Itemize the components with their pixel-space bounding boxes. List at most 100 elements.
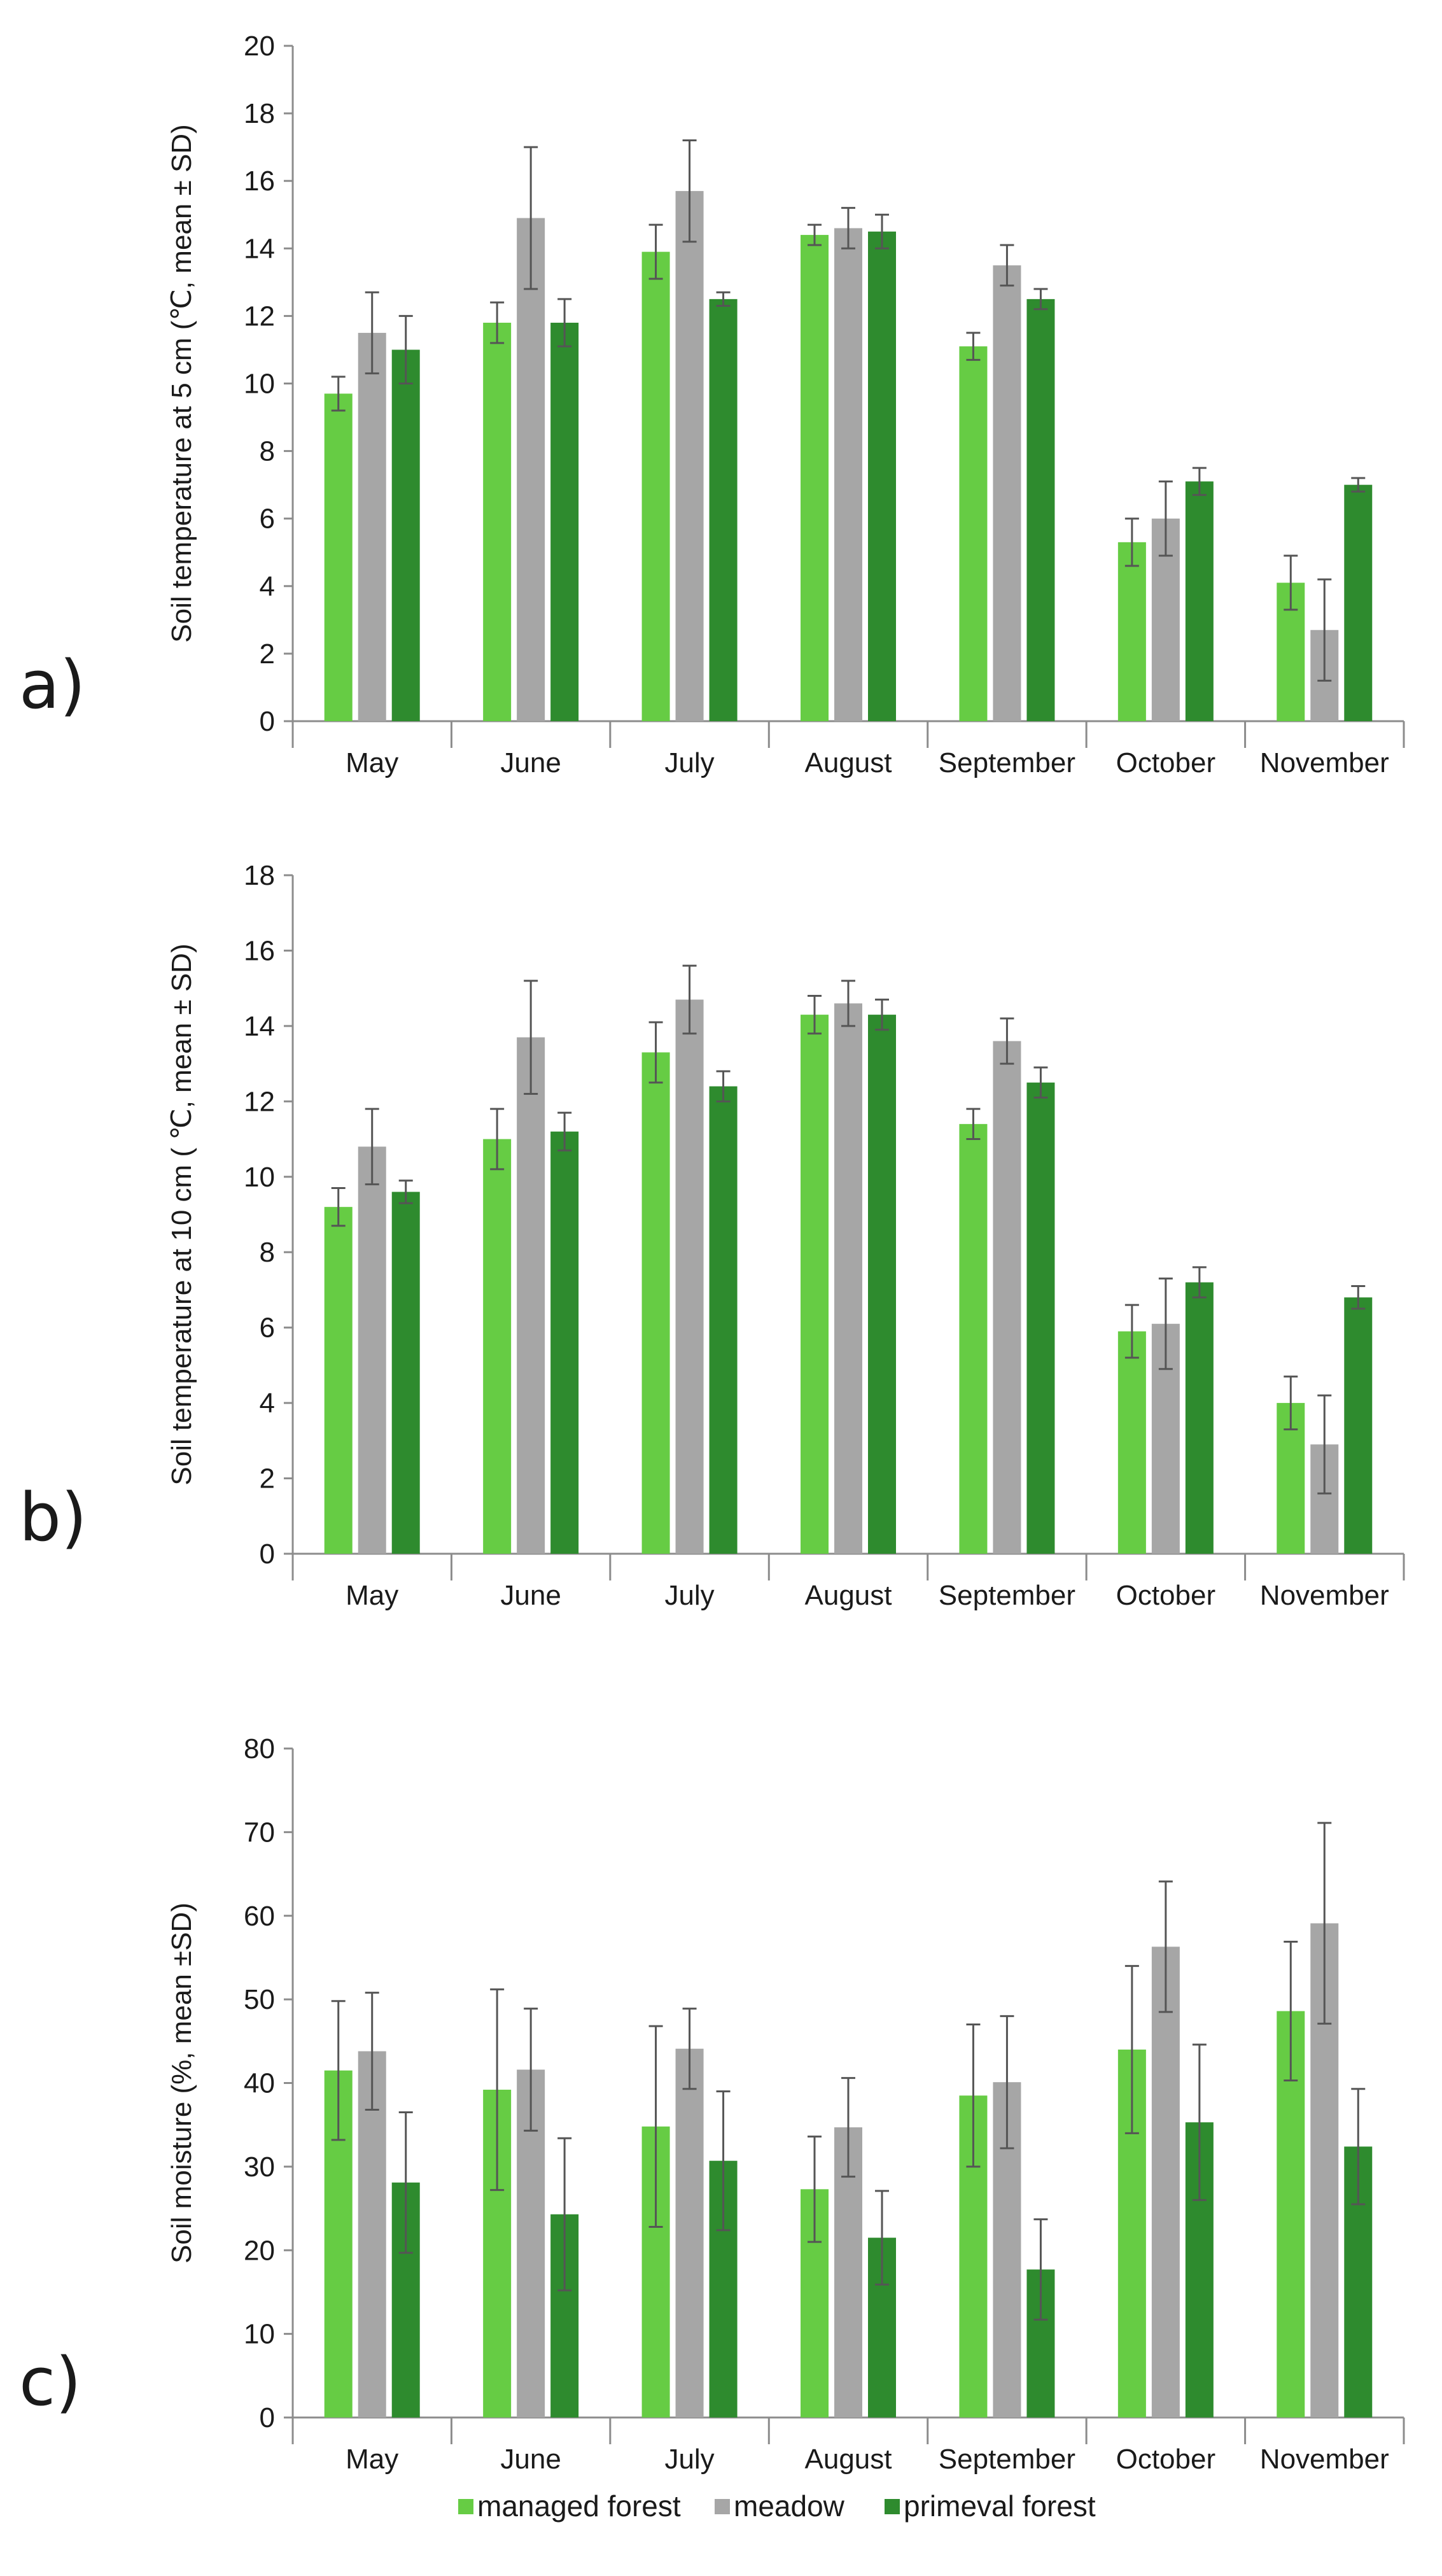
x-tick-label: June	[500, 1580, 561, 1611]
error-bar	[648, 1021, 663, 1084]
bar-managed-forest-may	[324, 1207, 353, 1554]
legend-label: meadow	[734, 2489, 845, 2523]
x-tick-label: September	[939, 1580, 1075, 1611]
bar-managed-forest-october	[1117, 1331, 1146, 1554]
error-bar	[1000, 1017, 1014, 1065]
x-tick-label: August	[805, 747, 892, 778]
error-bar	[1158, 1880, 1173, 2013]
x-tick-label: September	[939, 747, 1075, 778]
y-tick-label: 6	[260, 503, 275, 535]
chart-panel-a: 0 2 4 6 8 10 12 14 16 18 20 May June July August Septem…	[19, 31, 1405, 778]
error-bar	[490, 1108, 505, 1171]
error-bar	[365, 1108, 379, 1186]
y-tick-label: 4	[260, 571, 275, 602]
panel-label: b)	[19, 1479, 87, 1556]
legend-swatch	[715, 2499, 730, 2514]
error-bar	[1284, 554, 1298, 611]
bar-managed-forest-june	[483, 1139, 512, 1554]
x-tick-label: August	[805, 2444, 892, 2475]
x-tick-label: November	[1260, 1580, 1389, 1611]
bar-meadow-august	[834, 228, 862, 722]
bar-primeval-forest-june	[550, 1131, 579, 1554]
error-bar	[524, 980, 538, 1095]
x-tick-label: July	[664, 1580, 714, 1611]
error-bar	[331, 376, 346, 412]
bar-primeval-forest-august	[868, 231, 896, 721]
error-bar	[1351, 1285, 1366, 1310]
x-tick-label: November	[1260, 747, 1389, 778]
error-bar	[875, 213, 889, 250]
y-tick-label: 18	[244, 860, 275, 891]
y-tick-label: 40	[244, 2068, 275, 2099]
y-tick-label: 50	[244, 1984, 275, 2015]
bar-primeval-forest-november	[1344, 1297, 1373, 1554]
error-bar	[398, 1179, 413, 1204]
bar-primeval-forest-may	[391, 1192, 420, 1554]
bar-meadow-july	[675, 2048, 704, 2418]
legend-swatch	[458, 2499, 473, 2514]
error-bar	[648, 223, 663, 280]
y-tick-label: 8	[260, 436, 275, 467]
error-bar	[841, 980, 855, 1027]
error-bar	[682, 139, 697, 243]
x-tick-label: May	[346, 747, 398, 778]
bar-primeval-forest-september	[1026, 1082, 1055, 1554]
bar-meadow-october	[1151, 1946, 1180, 2418]
error-bar	[557, 298, 572, 348]
error-bar	[331, 1187, 346, 1227]
x-tick-label: October	[1116, 1580, 1216, 1611]
bar-managed-forest-july	[641, 251, 670, 722]
bar-primeval-forest-august	[868, 1015, 896, 1554]
x-tick-label: October	[1116, 2444, 1216, 2475]
error-bar	[875, 2190, 889, 2286]
legend-item-primeval-forest: primeval forest	[885, 2489, 1096, 2523]
bar-managed-forest-october	[1117, 542, 1146, 721]
bar-primeval-forest-september	[1026, 299, 1055, 721]
chart-panel-c: 0 10 20 30 40 50 60 70 80 May June July August Septem…	[19, 1733, 1405, 2475]
bar-meadow-september	[993, 1041, 1021, 1554]
x-tick-label: July	[664, 747, 714, 778]
bar-primeval-forest-october	[1185, 481, 1214, 721]
error-bar	[682, 2008, 697, 2090]
error-bar	[365, 1992, 379, 2111]
y-tick-label: 70	[244, 1817, 275, 1848]
error-bar	[716, 1070, 731, 1102]
y-tick-label: 0	[260, 1538, 275, 1570]
bar-primeval-forest-may	[391, 349, 420, 721]
y-tick-label: 12	[244, 1086, 275, 1117]
error-bar	[1192, 1266, 1207, 1299]
y-tick-label: 10	[244, 1162, 275, 1193]
y-tick-label: 30	[244, 2151, 275, 2183]
error-bar	[398, 314, 413, 384]
error-bar	[1033, 2218, 1048, 2321]
bar-meadow-july	[675, 999, 704, 1554]
error-bar	[1033, 1066, 1048, 1099]
error-bar	[841, 207, 855, 250]
x-tick-label: May	[346, 1580, 398, 1611]
error-bar	[1033, 288, 1048, 311]
bar-managed-forest-september	[959, 346, 988, 721]
x-tick-label: September	[939, 2444, 1075, 2475]
panel-label: a)	[19, 646, 85, 724]
x-tick-label: July	[664, 2444, 714, 2475]
error-bar	[1351, 477, 1366, 493]
y-tick-label: 10	[244, 2319, 275, 2350]
x-tick-label: June	[500, 2444, 561, 2475]
bar-meadow-august	[834, 1003, 862, 1554]
legend-swatch	[885, 2499, 900, 2514]
y-tick-label: 12	[244, 300, 275, 332]
y-tick-label: 16	[244, 165, 275, 197]
error-bar	[841, 2077, 855, 2178]
bar-managed-forest-august	[801, 1015, 829, 1554]
error-bar	[1317, 1822, 1332, 2025]
bar-meadow-september	[993, 265, 1021, 721]
y-tick-label: 0	[260, 706, 275, 737]
y-tick-label: 2	[260, 638, 275, 670]
legend-label: primeval forest	[904, 2489, 1096, 2523]
bar-meadow-june	[517, 218, 545, 721]
bar-primeval-forest-june	[550, 323, 579, 721]
error-bar	[398, 2111, 413, 2254]
y-tick-label: 16	[244, 935, 275, 966]
x-tick-label: August	[805, 1580, 892, 1611]
error-bar	[875, 998, 889, 1031]
